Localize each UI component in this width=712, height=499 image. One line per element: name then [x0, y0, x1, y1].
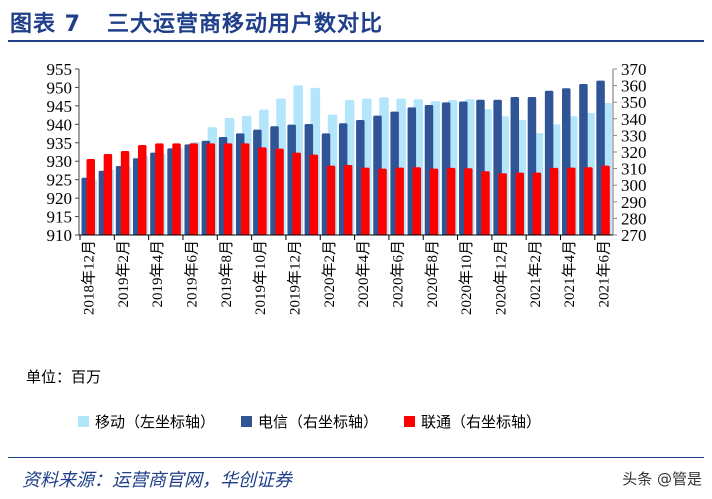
bar-unicom: [223, 143, 233, 235]
left-tick-label: 920: [47, 189, 73, 208]
legend-swatch: [404, 416, 416, 427]
unit-label: 单位：百万: [26, 368, 102, 386]
x-tick-label: 2021年2月: [527, 240, 544, 308]
bar-unicom: [429, 168, 439, 235]
bar-unicom: [86, 158, 95, 235]
bar-unicom: [172, 143, 181, 235]
legend: 移动（左坐标轴） 电信（右坐标轴） 联通（右坐标轴）: [78, 411, 541, 432]
left-tick-label: 950: [47, 78, 73, 97]
x-tick-label: 2020年10月: [458, 240, 475, 315]
x-tick-label: 2019年12月: [287, 240, 304, 315]
right-tick-label: 280: [621, 209, 647, 228]
left-tick-label: 915: [47, 208, 73, 227]
left-tick-label: 925: [47, 171, 73, 190]
bar-unicom: [532, 172, 542, 235]
bar-unicom: [189, 143, 198, 235]
bar-unicom: [567, 167, 576, 235]
bar-unicom: [515, 172, 525, 235]
legend-item-mobile: 移动（左坐标轴）: [78, 411, 215, 432]
bar-unicom: [326, 165, 336, 235]
legend-label: 联通（右坐标轴）: [421, 413, 542, 431]
bar-unicom: [309, 154, 319, 235]
right-tick-label: 330: [621, 126, 647, 145]
figure-title: 图表 7 三大运营商移动用户数对比: [10, 12, 383, 37]
x-tick-label: 2021年4月: [561, 240, 578, 308]
bar-unicom: [137, 145, 147, 235]
bar-unicom: [120, 151, 130, 235]
bar-unicom: [549, 167, 559, 235]
x-tick-label: 2021年6月: [595, 240, 612, 308]
legend-item-telecom: 电信（右坐标轴）: [241, 411, 378, 432]
legend-swatch: [241, 416, 253, 427]
source-rule: [8, 457, 704, 458]
bar-unicom: [378, 168, 387, 235]
x-tick-label: 2020年12月: [492, 240, 509, 315]
left-tick-label: 935: [47, 134, 73, 153]
right-tick-label: 320: [621, 143, 647, 162]
left-tick-label: 930: [47, 152, 73, 171]
x-tick-label: 2019年4月: [149, 240, 166, 308]
right-tick-label: 370: [621, 60, 647, 79]
x-tick-label: 2019年10月: [252, 240, 269, 315]
right-tick-label: 270: [621, 226, 647, 245]
legend-item-unicom: 联通（右坐标轴）: [404, 411, 541, 432]
bar-unicom: [292, 152, 301, 235]
bar-unicom: [584, 167, 593, 235]
left-tick-label: 945: [47, 97, 73, 116]
bar-unicom: [258, 147, 267, 235]
bar-unicom: [103, 153, 113, 235]
bar-unicom: [206, 143, 216, 235]
left-tick-label: 940: [47, 115, 73, 134]
legend-label: 移动（左坐标轴）: [95, 413, 216, 431]
x-tick-label: 2019年6月: [184, 240, 201, 308]
right-tick-label: 340: [621, 110, 647, 129]
chart: 9109159209259309359409459509552702802903…: [47, 60, 647, 315]
bar-unicom: [240, 143, 250, 235]
title-rule: [8, 40, 704, 42]
x-tick-label: 2020年2月: [321, 240, 338, 308]
bar-unicom: [155, 143, 164, 235]
bar-unicom: [464, 168, 473, 235]
bar-unicom: [601, 165, 610, 235]
right-tick-label: 290: [621, 193, 647, 212]
right-tick-label: 310: [621, 160, 647, 179]
x-tick-label: 2020年4月: [355, 240, 372, 308]
x-tick-label: 2020年6月: [389, 240, 406, 308]
legend-label: 电信（右坐标轴）: [258, 413, 379, 431]
right-tick-label: 350: [621, 93, 647, 112]
bar-unicom: [395, 167, 404, 235]
watermark: 头条 @管是: [622, 470, 702, 488]
legend-swatch: [78, 416, 89, 427]
bar-unicom: [412, 167, 422, 235]
bar-unicom: [481, 171, 490, 235]
bar-unicom: [498, 173, 507, 235]
bar-unicom: [275, 148, 284, 235]
x-tick-label: 2019年8月: [218, 240, 235, 308]
right-tick-label: 300: [621, 176, 647, 195]
left-tick-label: 955: [47, 60, 73, 79]
bar-unicom: [361, 167, 370, 235]
x-tick-label: 2018年12月: [81, 240, 98, 315]
bar-unicom: [343, 164, 353, 235]
left-tick-label: 910: [47, 226, 73, 245]
source-note: 资料来源：运营商官网，华创证券: [22, 470, 292, 491]
right-tick-label: 360: [621, 77, 647, 96]
x-tick-label: 2020年8月: [424, 240, 441, 308]
bar-unicom: [446, 167, 456, 235]
x-tick-label: 2019年2月: [115, 240, 132, 308]
